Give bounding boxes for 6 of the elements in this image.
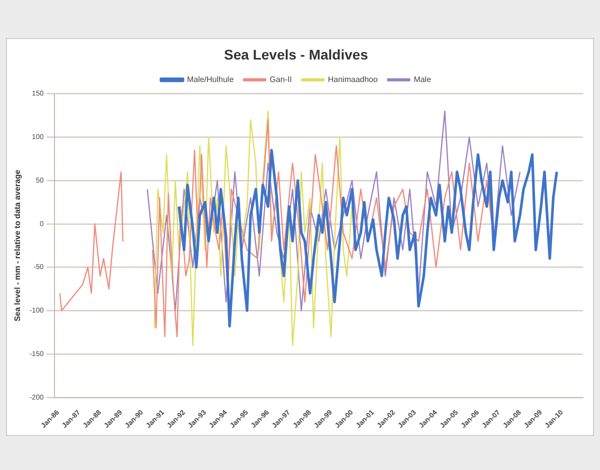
legend-label: Hanimaadhoo [328, 75, 378, 84]
chart-title: Sea Levels - Maldives [224, 46, 368, 62]
y-axis-title: Sea level - mm - relative to data average [13, 169, 22, 322]
legend-label: Male [414, 75, 432, 84]
legend-label: Male/Hulhule [186, 75, 234, 84]
legend-label: Gan-II [270, 75, 292, 84]
